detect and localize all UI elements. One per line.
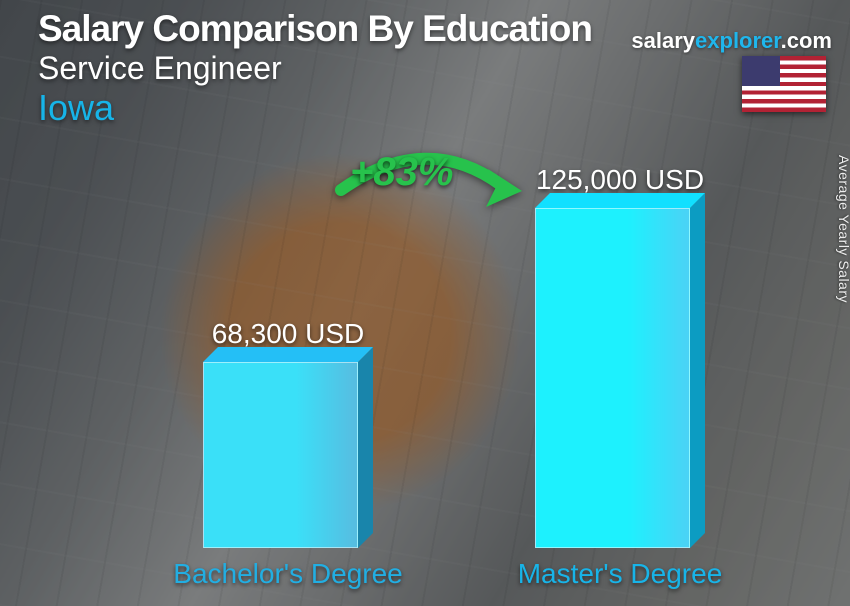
country-flag-icon [742, 56, 826, 112]
bar-front [203, 362, 358, 548]
flag-canton [742, 56, 780, 86]
bar-side [358, 347, 373, 548]
bar-top [535, 193, 705, 208]
bar-3d [203, 362, 373, 548]
brand-suffix: explorer [695, 28, 781, 53]
bar-top [203, 347, 373, 362]
bar-group: 125,000 USD Master's Degree [490, 164, 750, 590]
bar-value-label: 68,300 USD [212, 318, 365, 350]
chart-container: Salary Comparison By Education Service E… [0, 0, 850, 606]
brand-prefix: salary [631, 28, 695, 53]
bar-category-label: Master's Degree [518, 558, 723, 590]
bar-side [690, 193, 705, 548]
location-label: Iowa [38, 87, 826, 129]
bar-value-label: 125,000 USD [536, 164, 704, 196]
bar-group: 68,300 USD Bachelor's Degree [158, 318, 418, 590]
bar-category-label: Bachelor's Degree [173, 558, 402, 590]
bar-3d [535, 208, 705, 548]
brand-tld: .com [781, 28, 832, 53]
brand-watermark: salaryexplorer.com [631, 28, 832, 54]
bar-front [535, 208, 690, 548]
increase-badge: +83% [350, 150, 453, 195]
job-subtitle: Service Engineer [38, 50, 826, 87]
